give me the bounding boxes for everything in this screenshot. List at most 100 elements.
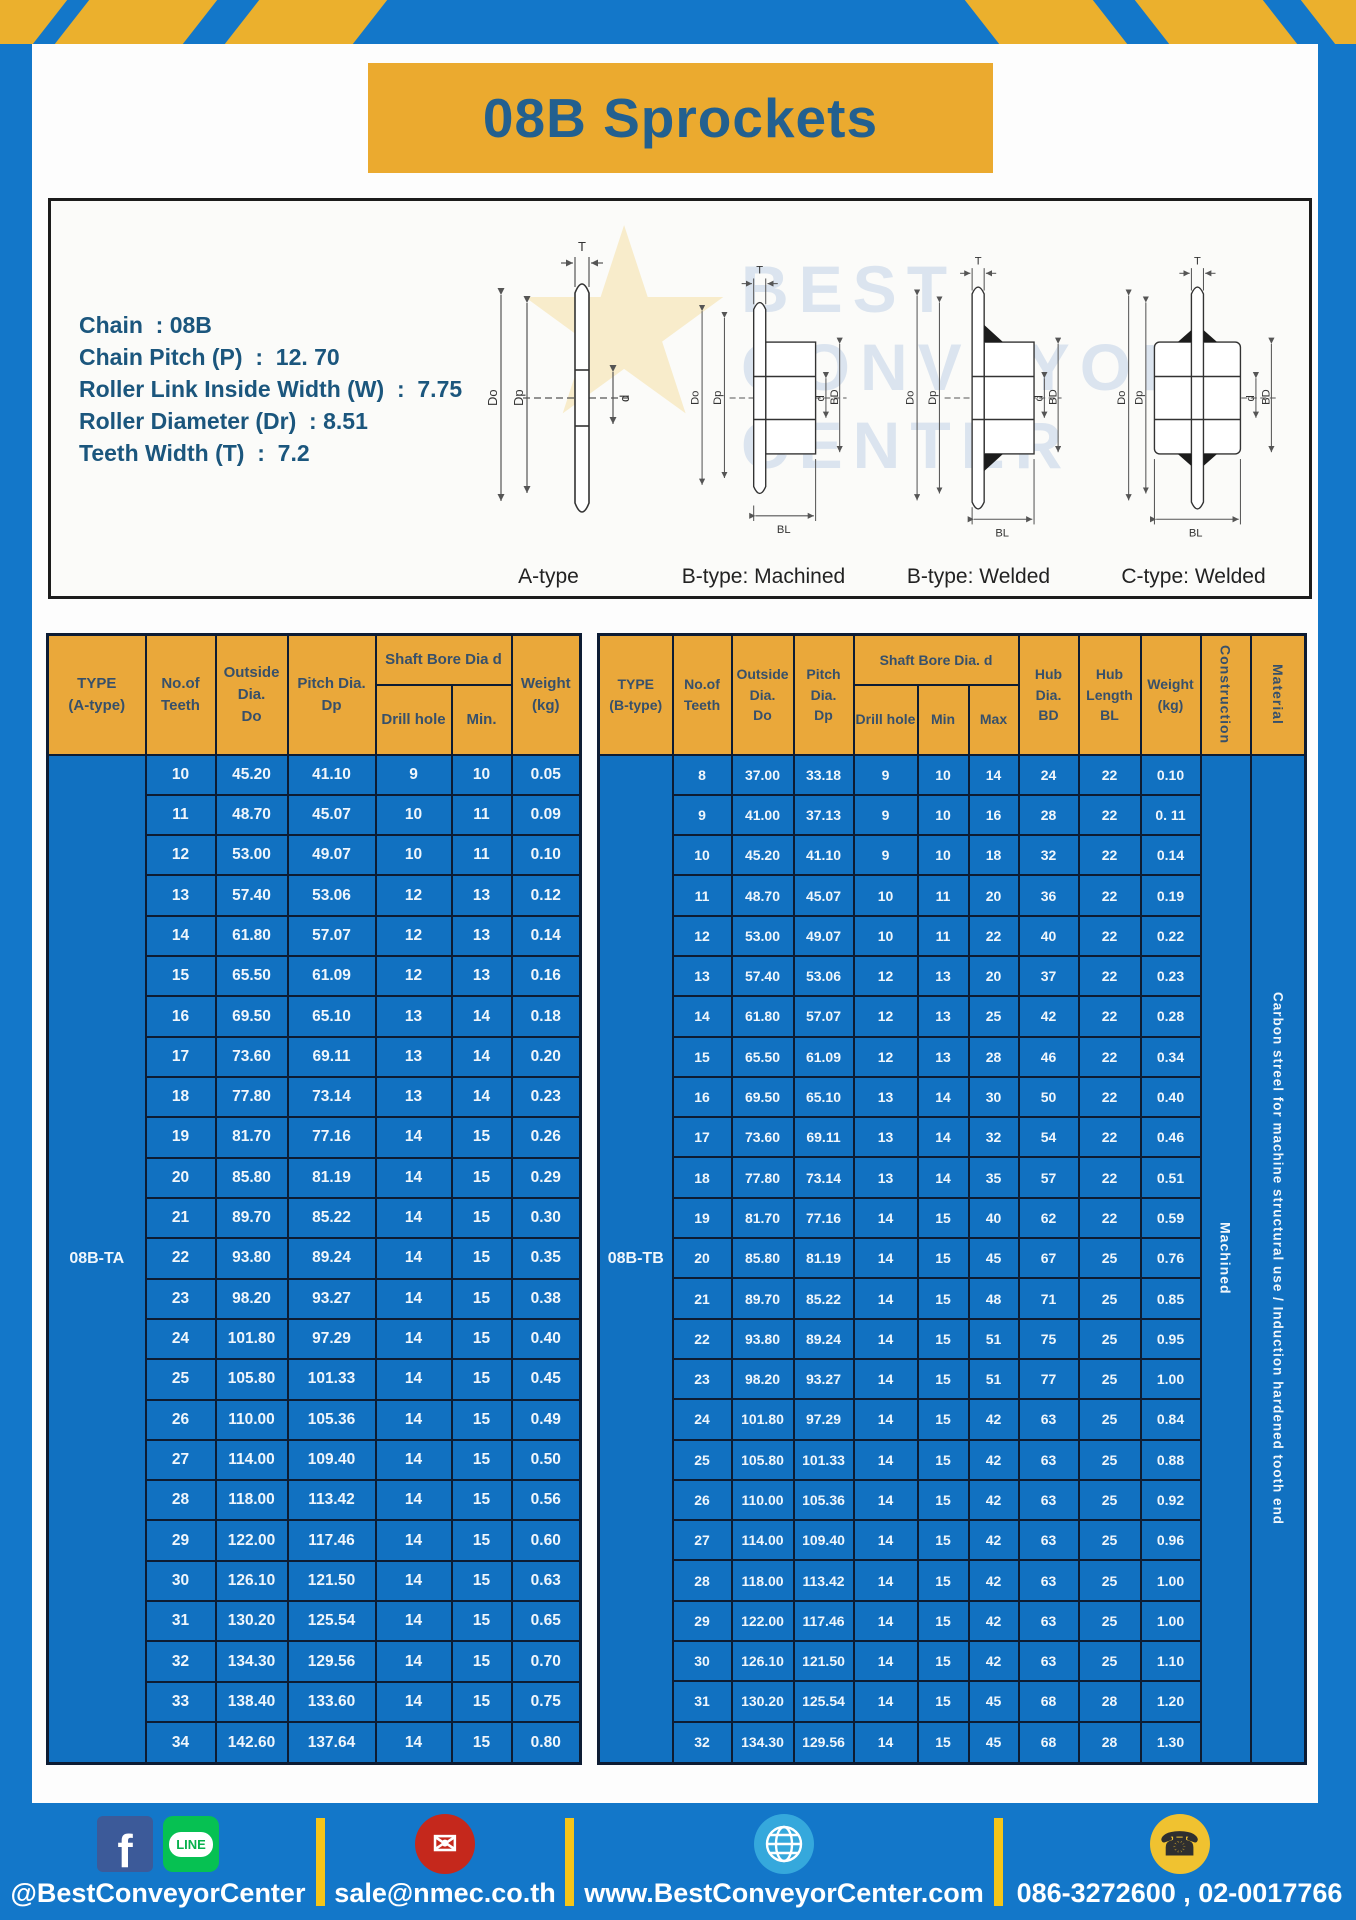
material-value-cell: Carbon streel for machine structural use… xyxy=(1249,753,1307,1765)
c-type-welded-figure: T Do Dp d BD BL C-type: Welded xyxy=(1086,211,1301,589)
col-header-material: Material xyxy=(1249,633,1307,756)
table-cell: 36 xyxy=(1017,874,1080,917)
table-cell: 105.80 xyxy=(214,1358,289,1401)
watermark-logo: ★ xyxy=(521,195,728,452)
table-cell: 45.20 xyxy=(214,753,289,796)
table-cell: 77.16 xyxy=(792,1196,855,1240)
table-cell: 81.70 xyxy=(214,1116,289,1159)
table-cell: 54 xyxy=(1017,1116,1080,1159)
table-cell: 21 xyxy=(144,1196,217,1240)
table-row: 13 57.40 53.06 12 13 20 37 22 0.23 xyxy=(599,954,1306,998)
table-cell: 1.00 xyxy=(1139,1599,1202,1643)
svg-text:d: d xyxy=(1245,395,1257,401)
table-cell: 11 xyxy=(450,834,513,877)
table-cell: 122.00 xyxy=(730,1599,795,1643)
table-cell: 50 xyxy=(1017,1075,1080,1119)
table-cell: 13 xyxy=(916,954,970,998)
table-cell: 68 xyxy=(1017,1680,1080,1723)
table-cell: 13 xyxy=(916,1035,970,1078)
table-cell: 45.20 xyxy=(730,834,795,877)
col-header-type: TYPE (A-type) xyxy=(46,633,147,756)
c-type-welded-diagram: T Do Dp d BD BL xyxy=(1116,256,1277,539)
table-cell: 67 xyxy=(1017,1237,1080,1280)
table-cell: 126.10 xyxy=(214,1559,289,1603)
table-cell: 9 xyxy=(852,793,919,837)
table-cell: 133.60 xyxy=(286,1680,377,1724)
type-label-cell: 08B-TB xyxy=(597,753,674,1765)
table-row: 10 45.20 41.10 9 10 18 32 22 0.14 xyxy=(599,834,1306,877)
table-cell: 14 xyxy=(852,1519,919,1562)
table-cell: 93.80 xyxy=(214,1237,289,1280)
table-cell: 32 xyxy=(144,1640,217,1683)
table-cell: 14 xyxy=(374,1680,453,1724)
table-cell: 15 xyxy=(450,1600,513,1643)
table-row: 29 122.00 117.46 14 15 42 63 25 1.00 xyxy=(599,1599,1306,1643)
table-cell: 0.76 xyxy=(1139,1237,1202,1280)
table-cell: 14 xyxy=(374,1237,453,1280)
table-cell: 14 xyxy=(374,1277,453,1320)
table-cell: 0.40 xyxy=(1139,1075,1202,1119)
table-cell: 0. 11 xyxy=(1139,793,1202,837)
table-row: 28 118.00 113.42 14 15 42 63 25 1.00 xyxy=(599,1559,1306,1602)
table-cell: 15 xyxy=(916,1680,970,1723)
table-cell: 10 xyxy=(374,834,453,877)
table-cell: 10 xyxy=(852,914,919,957)
table-cell: 25 xyxy=(1077,1398,1142,1441)
table-cell: 14 xyxy=(916,1075,970,1119)
table-cell: 42 xyxy=(1017,995,1080,1038)
table-cell: 121.50 xyxy=(286,1559,377,1603)
table-cell: 14 xyxy=(671,995,733,1038)
table-cell: 37 xyxy=(1017,954,1080,998)
line-icon: LINE xyxy=(163,1816,219,1872)
table-cell: 57.40 xyxy=(214,874,289,917)
table-cell: 101.33 xyxy=(286,1358,377,1401)
table-cell: 0.28 xyxy=(1139,995,1202,1038)
table-cell: 33 xyxy=(144,1680,217,1724)
table-cell: 23 xyxy=(144,1277,217,1320)
table-cell: 14 xyxy=(852,1720,919,1765)
table-cell: 61.80 xyxy=(730,995,795,1038)
table-cell: 10 xyxy=(916,793,970,837)
table-cell: 13 xyxy=(374,1035,453,1079)
col-header-teeth: No.of Teeth xyxy=(144,633,217,756)
col-header-hub-length: Hub Length BL xyxy=(1077,633,1142,756)
table-cell: 32 xyxy=(1017,834,1080,877)
col-header-construction: Construction xyxy=(1199,633,1252,756)
decorative-stripe xyxy=(961,0,1131,44)
col-header-min: Min xyxy=(916,683,970,756)
table-cell: 14 xyxy=(374,1559,453,1603)
footer-social-section: f LINE @BestConveyorCenter xyxy=(0,1803,316,1920)
svg-text:T: T xyxy=(578,239,586,254)
table-row: 30 126.10 121.50 14 15 42 63 25 1.10 xyxy=(599,1640,1306,1683)
table-cell: 45 xyxy=(967,1720,1020,1765)
table-cell: 31 xyxy=(671,1680,733,1723)
table-cell: 0.50 xyxy=(510,1438,582,1482)
table-cell: 13 xyxy=(450,955,513,998)
table-cell: 89.24 xyxy=(286,1237,377,1280)
table-cell: 49.07 xyxy=(792,914,855,957)
table-cell: 15 xyxy=(916,1640,970,1683)
table-cell: 34 xyxy=(144,1721,217,1765)
table-cell: 12 xyxy=(852,954,919,998)
table-cell: 23 xyxy=(671,1357,733,1401)
footer-website: www.BestConveyorCenter.com xyxy=(584,1878,984,1908)
b-type-welded-figure: T Do Dp d BD BL B-type: Welded xyxy=(871,211,1086,589)
svg-text:Do: Do xyxy=(1116,391,1128,405)
table-cell: 15 xyxy=(450,1721,513,1765)
table-cell: 20 xyxy=(671,1237,733,1280)
table-cell: 0.26 xyxy=(510,1116,582,1159)
diagram-panel: ★ BEST CONVEYOR CENTER Chain : 08B Chain… xyxy=(48,198,1312,599)
table-cell: 16 xyxy=(671,1075,733,1119)
page-content: 08B Sprockets ★ BEST CONVEYOR CENTER Cha… xyxy=(32,44,1318,1803)
table-cell: 130.20 xyxy=(214,1600,289,1643)
table-cell: 15 xyxy=(450,1519,513,1562)
table-cell: 14 xyxy=(374,1600,453,1643)
table-cell: 61.80 xyxy=(214,914,289,958)
table-cell: 25 xyxy=(1077,1317,1142,1360)
table-row: 30 126.10 121.50 14 15 0.63 xyxy=(48,1559,582,1603)
table-cell: 15 xyxy=(916,1196,970,1240)
footer-website-section: www.BestConveyorCenter.com xyxy=(574,1803,994,1920)
table-cell: 25 xyxy=(1077,1599,1142,1643)
table-cell: 11 xyxy=(916,874,970,917)
